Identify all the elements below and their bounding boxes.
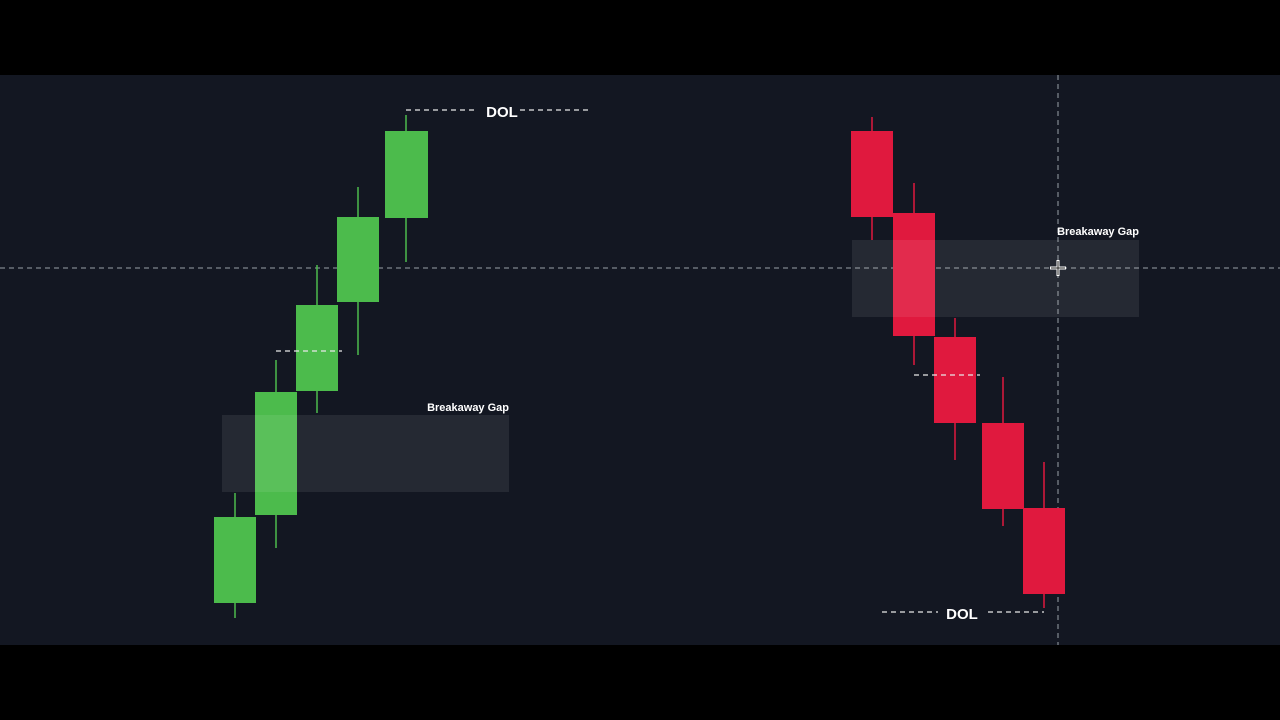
bullish-candles xyxy=(214,115,428,618)
gap-label: Breakaway Gap xyxy=(427,402,509,414)
chart-area xyxy=(0,75,1280,645)
gap-label: Breakaway Gap xyxy=(1057,226,1139,238)
candle xyxy=(1023,508,1065,594)
candle xyxy=(255,392,297,515)
candle xyxy=(893,213,935,336)
gap-zone xyxy=(222,415,509,492)
candle xyxy=(385,131,428,218)
candle xyxy=(296,305,338,391)
gap-zone xyxy=(852,240,1139,317)
cursor xyxy=(1050,260,1066,276)
candle xyxy=(337,217,379,302)
dol-label: DOL xyxy=(486,104,518,121)
candle xyxy=(982,423,1024,509)
dol-label: DOL xyxy=(946,606,978,623)
candle xyxy=(934,337,976,423)
bearish-candles xyxy=(851,117,1065,608)
candle xyxy=(214,517,256,603)
candle xyxy=(851,131,893,217)
